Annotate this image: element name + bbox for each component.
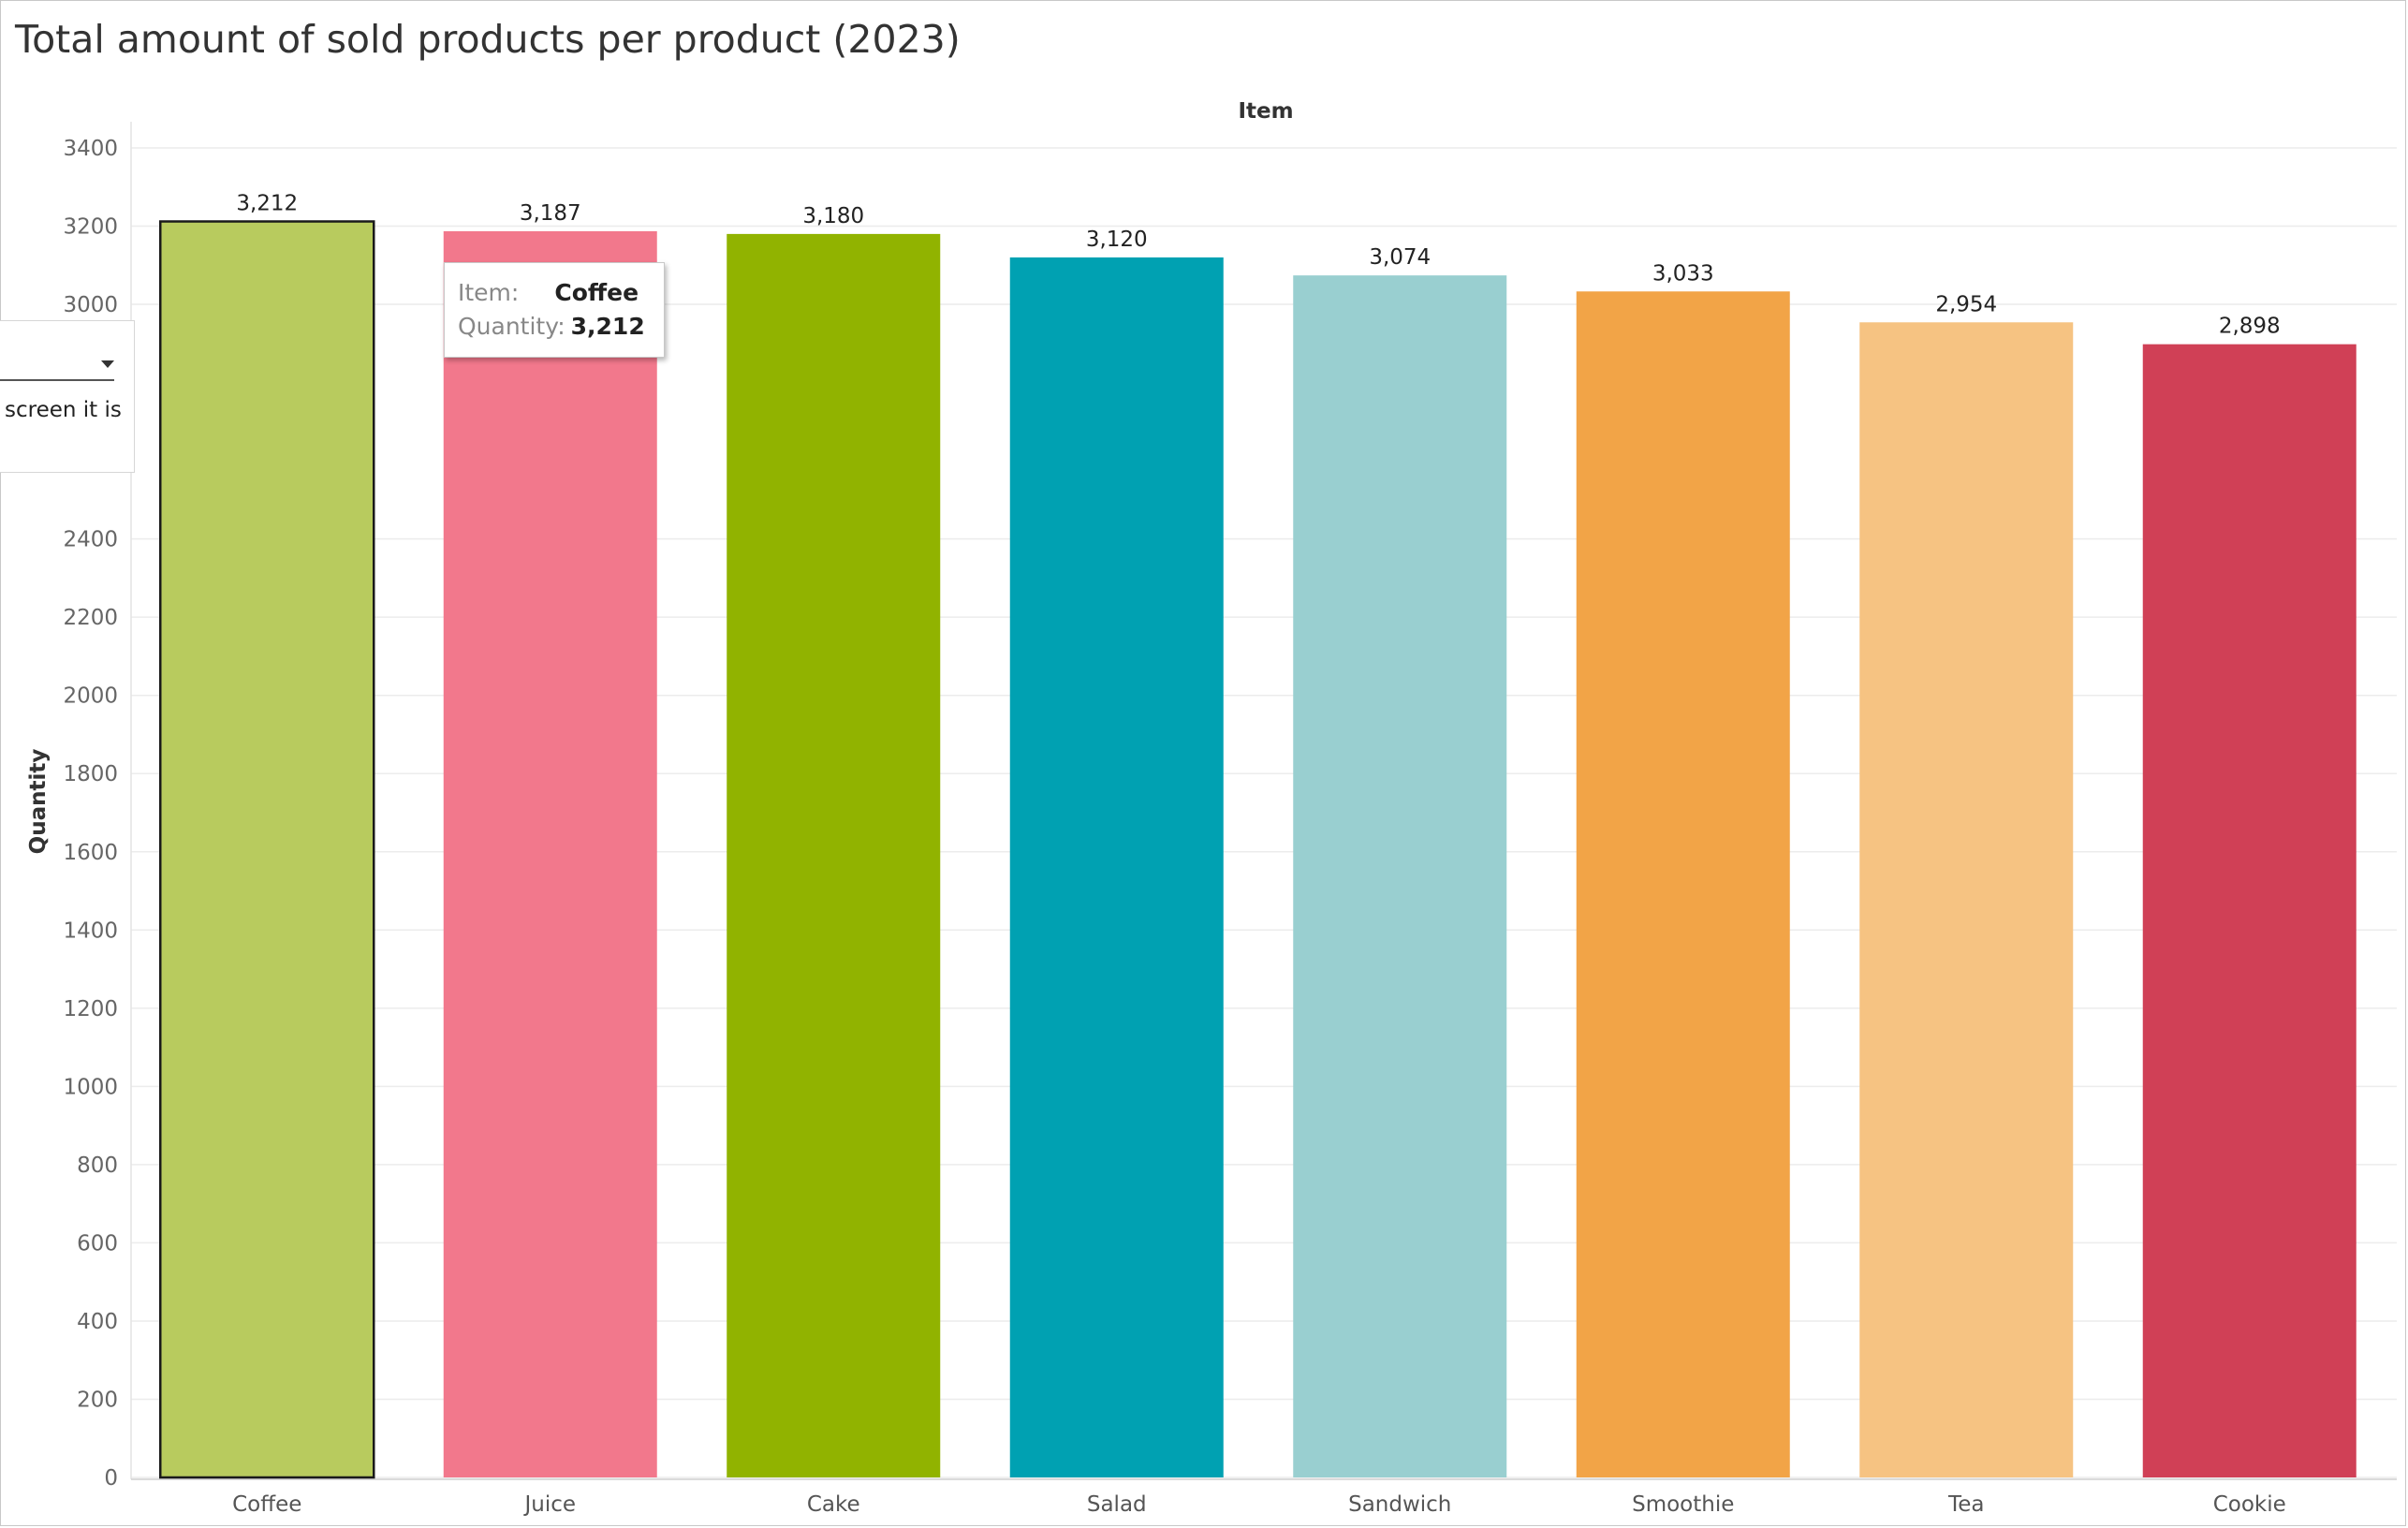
tooltip-item-value: Coffee [554,279,639,306]
filter-panel[interactable]: screen it is [0,320,135,473]
y-tick-label: 1000 [63,1075,118,1099]
data-label: 2,898 [2219,315,2281,339]
y-tick-label: 3400 [63,137,118,161]
y-tick-label: 3000 [63,293,118,317]
chart-title: Total amount of sold products per produc… [15,17,961,62]
y-tick-label: 2400 [63,528,118,552]
y-tick-label: 1400 [63,918,118,943]
x-tick-label: Salad [1087,1492,1147,1517]
x-tick-label: Tea [1947,1492,1984,1517]
filter-dropdown[interactable] [0,349,114,381]
bar-juice[interactable] [443,230,657,1477]
y-tick-label: 400 [77,1310,118,1334]
tooltip-quantity-row: Quantity: 3,212 [458,313,645,340]
x-tick-label: Sandwich [1348,1492,1451,1517]
tooltip-item-key: Item: [458,279,520,306]
chevron-down-icon[interactable] [101,360,114,368]
y-tick-label: 2000 [63,684,118,709]
x-tick-label: Juice [522,1492,576,1517]
x-tick-label: Smoothie [1632,1492,1734,1517]
y-tick-label: 1800 [63,762,118,786]
data-label: 3,187 [520,201,581,226]
y-tick-label: 800 [77,1153,118,1178]
bar-smoothie[interactable] [1576,291,1790,1477]
filter-panel-text: screen it is [5,398,122,422]
bar-cake[interactable] [727,233,941,1478]
x-tick-label: Cake [807,1492,860,1517]
data-label: 3,074 [1369,245,1431,270]
y-tick-label: 0 [104,1466,118,1491]
y-axis-title: Quantity [26,749,51,855]
y-tick-label: 200 [77,1388,118,1412]
y-tick-label: 1200 [63,997,118,1021]
y-tick-label: 3200 [63,215,118,240]
tooltip-item-row: Item: Coffee [458,279,639,306]
bar-tea[interactable] [1859,322,2074,1477]
data-label: 2,954 [1935,292,1997,316]
x-axis-title: Item [1238,99,1293,124]
data-label: 3,180 [802,204,864,228]
y-tick-label: 600 [77,1231,118,1256]
bar-salad[interactable] [1009,257,1224,1477]
bar-sandwich[interactable] [1293,275,1507,1477]
data-label: 3,212 [236,192,298,216]
tooltip-quantity-value: 3,212 [570,313,645,340]
x-tick-label: Coffee [232,1492,301,1517]
data-label: 3,033 [1652,261,1714,286]
tooltip: Item: Coffee Quantity: 3,212 [444,262,665,358]
y-tick-label: 2200 [63,606,118,630]
bar-cookie[interactable] [2142,344,2357,1477]
tooltip-quantity-key: Quantity: [458,313,565,340]
bar-coffee[interactable] [159,220,375,1479]
x-tick-label: Cookie [2213,1492,2286,1517]
y-tick-label: 1600 [63,841,118,865]
data-label: 3,120 [1086,228,1148,252]
